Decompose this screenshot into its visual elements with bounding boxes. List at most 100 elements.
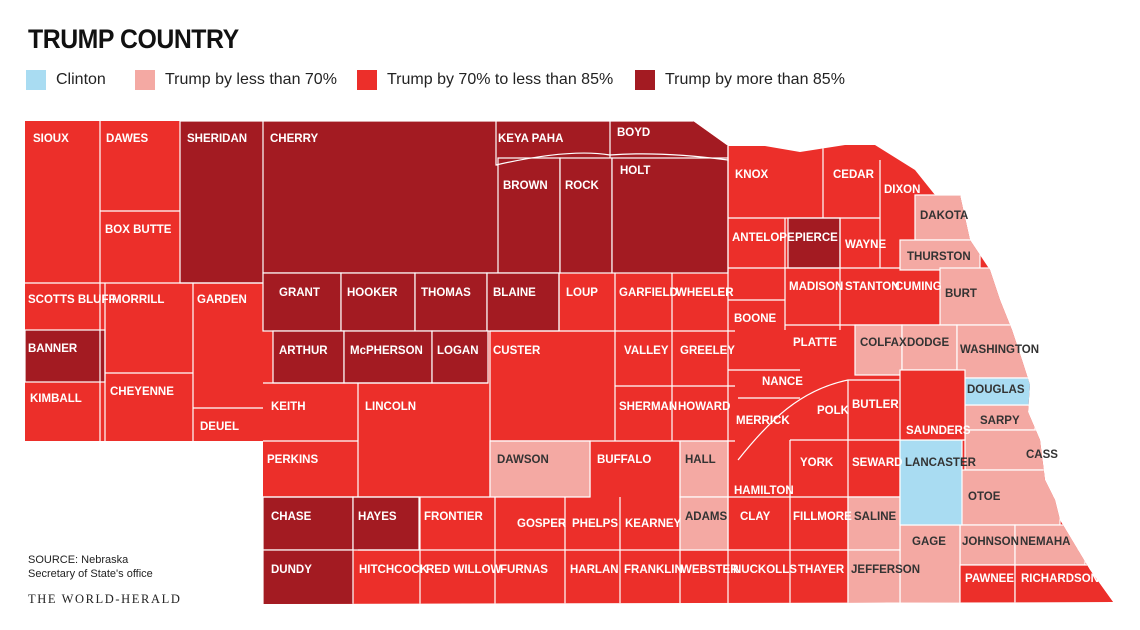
label-perkins: PERKINS bbox=[267, 454, 318, 466]
county-otoe bbox=[959, 469, 1061, 526]
label-wayne: WAYNE bbox=[845, 239, 886, 251]
label-thurston: THURSTON bbox=[907, 251, 971, 263]
label-saunders: SAUNDERS bbox=[906, 425, 971, 437]
label-hitchcock: HITCHCOCK bbox=[359, 564, 429, 576]
county-grant bbox=[262, 272, 342, 332]
county-thomas bbox=[414, 272, 488, 332]
legend-label-clinton: Clinton bbox=[56, 71, 106, 88]
label-harlan: HARLAN bbox=[570, 564, 619, 576]
label-johnson: JOHNSON bbox=[962, 536, 1019, 548]
label-box-butte: BOX BUTTE bbox=[105, 224, 172, 236]
county-sheridan bbox=[179, 121, 272, 284]
county-saunders bbox=[899, 369, 966, 441]
label-fillmore: FILLMORE bbox=[793, 511, 852, 523]
county-adams bbox=[679, 496, 729, 551]
county-dodge bbox=[901, 324, 958, 371]
label-arthur: ARTHUR bbox=[279, 345, 328, 357]
county-mcpherson bbox=[343, 330, 433, 384]
label-deuel: DEUEL bbox=[200, 421, 239, 433]
county-dawson bbox=[489, 440, 591, 498]
label-merrick: MERRICK bbox=[736, 415, 790, 427]
source-line-1: SOURCE: Nebraska bbox=[28, 554, 129, 566]
label-lincoln: LINCOLN bbox=[365, 401, 416, 413]
source-note: SOURCE: Nebraska Secretary of State's of… bbox=[28, 553, 153, 581]
legend-item-clinton: Clinton bbox=[26, 70, 106, 90]
label-thomas: THOMAS bbox=[421, 287, 471, 299]
label-sarpy: SARPY bbox=[980, 415, 1020, 427]
label-hamilton: HAMILTON bbox=[734, 485, 794, 497]
label-jefferson: JEFFERSON bbox=[851, 564, 920, 576]
label-red-willow: RED WILLOW bbox=[426, 564, 502, 576]
label-dawson: DAWSON bbox=[497, 454, 549, 466]
label-saline: SALINE bbox=[854, 511, 897, 523]
label-stanton: STANTON bbox=[845, 281, 900, 293]
label-nance: NANCE bbox=[762, 376, 803, 388]
label-dundy: DUNDY bbox=[271, 564, 312, 576]
label-franklin: FRANKLIN bbox=[624, 564, 683, 576]
label-cass: CASS bbox=[1026, 449, 1058, 461]
county-hall bbox=[679, 440, 729, 498]
county-dundy bbox=[262, 549, 354, 604]
label-douglas: DOUGLAS bbox=[967, 384, 1025, 396]
county-pierce bbox=[787, 217, 841, 269]
county-hooker bbox=[340, 272, 416, 332]
county-jefferson bbox=[847, 549, 901, 604]
label-frontier: FRONTIER bbox=[424, 511, 483, 523]
label-banner: BANNER bbox=[28, 343, 78, 355]
county-logan bbox=[431, 330, 489, 384]
county-saline bbox=[847, 496, 901, 551]
label-hayes: HAYES bbox=[358, 511, 397, 523]
county-holt bbox=[611, 157, 729, 274]
legend-item-trump-high: Trump by more than 85% bbox=[635, 70, 845, 90]
label-howard: HOWARD bbox=[678, 401, 730, 413]
label-garfield: GARFIELD bbox=[619, 287, 678, 299]
label-pierce: PIERCE bbox=[795, 232, 838, 244]
label-valley: VALLEY bbox=[624, 345, 669, 357]
label-butler: BUTLER bbox=[852, 399, 899, 411]
label-morrill: MORRILL bbox=[112, 294, 164, 306]
label-cuming: CUMING bbox=[895, 281, 942, 293]
county-chase bbox=[262, 496, 354, 551]
label-colfax: COLFAX bbox=[860, 337, 907, 349]
legend-label-trump-mid: Trump by 70% to less than 85% bbox=[387, 71, 614, 88]
label-garden: GARDEN bbox=[197, 294, 247, 306]
county-arthur bbox=[272, 330, 345, 384]
label-burt: BURT bbox=[945, 288, 977, 300]
label-cheyenne: CHEYENNE bbox=[110, 386, 174, 398]
label-pawnee: PAWNEE bbox=[965, 573, 1014, 585]
label-chase: CHASE bbox=[271, 511, 312, 523]
county-rock bbox=[559, 157, 613, 274]
label-sioux: SIOUX bbox=[33, 133, 69, 145]
label-otoe: OTOE bbox=[968, 491, 1001, 503]
label-sheridan: SHERIDAN bbox=[187, 133, 247, 145]
label-richardson: RICHARDSON bbox=[1021, 573, 1099, 585]
label-hall: HALL bbox=[685, 454, 716, 466]
label-brown: BROWN bbox=[503, 180, 548, 192]
label-kimball: KIMBALL bbox=[30, 393, 82, 405]
legend-swatch-clinton bbox=[26, 70, 46, 90]
label-kearney: KEARNEY bbox=[625, 518, 682, 530]
label-lancaster: LANCASTER bbox=[905, 457, 977, 469]
county-labels: SIOUX DAWES SHERIDAN CHERRY KEYA PAHA BO… bbox=[28, 127, 1099, 585]
label-york: YORK bbox=[800, 457, 834, 469]
label-grant: GRANT bbox=[279, 287, 320, 299]
label-wheeler: WHEELER bbox=[676, 287, 734, 299]
label-gosper: GOSPER bbox=[517, 518, 567, 530]
label-washington: WASHINGTON bbox=[960, 344, 1039, 356]
label-furnas: FURNAS bbox=[500, 564, 548, 576]
county-banner bbox=[25, 329, 106, 383]
county-colfax bbox=[854, 324, 903, 376]
label-phelps: PHELPS bbox=[572, 518, 618, 530]
label-polk: POLK bbox=[817, 405, 850, 417]
county-lancaster bbox=[899, 439, 963, 526]
label-custer: CUSTER bbox=[493, 345, 541, 357]
county-brown bbox=[497, 157, 561, 274]
label-keith: KEITH bbox=[271, 401, 306, 413]
label-nuckolls: NUCKOLLS bbox=[733, 564, 797, 576]
label-antelope: ANTELOPE bbox=[732, 232, 795, 244]
label-hooker: HOOKER bbox=[347, 287, 398, 299]
publisher-credit: THE WORLD-HERALD bbox=[28, 592, 182, 606]
legend-item-trump-mid: Trump by 70% to less than 85% bbox=[357, 70, 613, 90]
label-mcpherson: McPHERSON bbox=[350, 345, 423, 357]
